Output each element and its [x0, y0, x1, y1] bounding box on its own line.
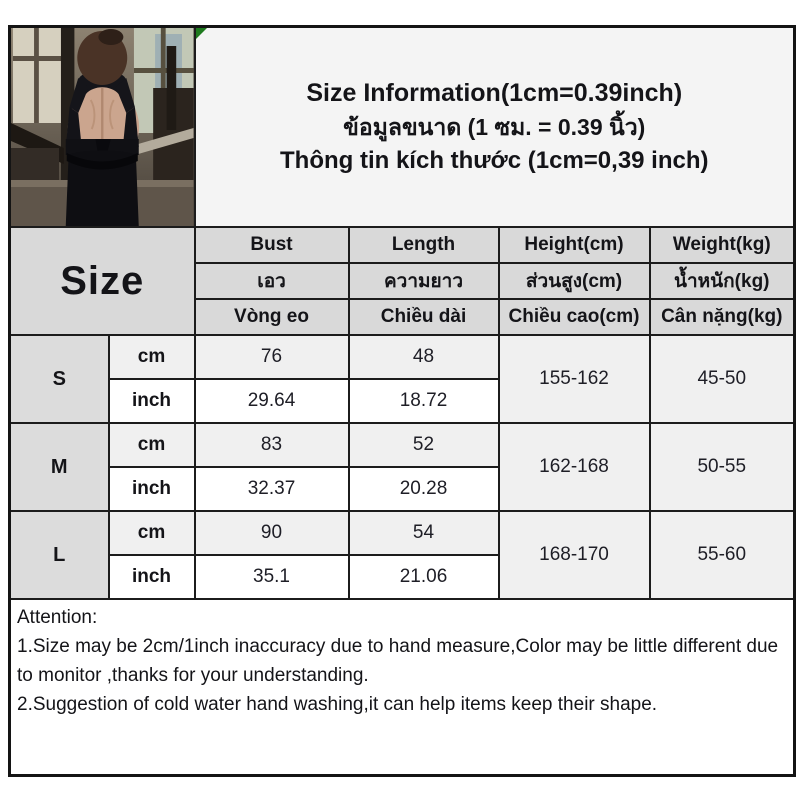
title-thai: ข้อมูลขนาด (1 ซม. = 0.39 นิ้ว) — [343, 114, 646, 140]
col-header-weight-th: น้ำหนัก(kg) — [648, 262, 796, 300]
attention-line-1: 1.Size may be 2cm/1inch inaccuracy due t… — [17, 636, 779, 686]
col-header-length-en: Length — [347, 226, 500, 264]
row-m-inch: inch 32.37 20.28 — [10, 466, 795, 512]
unit-label-inch: inch — [107, 554, 196, 600]
cell-l-height: 168-170 — [497, 510, 651, 600]
col-header-height-th: ส่วนสูง(cm) — [497, 262, 651, 300]
col-header-bust-vi: Vòng eo — [193, 298, 350, 336]
size-chart-sheet: Size Information(1cm=0.39inch) ข้อมูลขนา… — [8, 25, 797, 777]
green-corner-flag-icon — [196, 28, 207, 39]
attention-row: Attention: 1.Size may be 2cm/1inch inacc… — [8, 598, 796, 776]
col-header-bust-en: Bust — [193, 226, 350, 264]
model-photo — [11, 28, 193, 226]
unit-label-cm: cm — [107, 422, 196, 468]
row-s-cm: S cm 76 48 155-162 45-50 — [8, 334, 796, 424]
cell-s-bust-cm: 76 — [193, 334, 350, 380]
cell-m-weight: 50-55 — [648, 422, 796, 512]
cell-m-length-cm: 52 — [347, 422, 500, 468]
cell-s-height: 155-162 — [497, 334, 651, 424]
row-m-cm: M cm 83 52 162-168 50-55 — [8, 422, 796, 512]
header-row-english: Size Bust Length Height(cm) Weight(kg) — [8, 226, 796, 336]
row-l-cm: L cm 90 54 168-170 55-60 — [8, 510, 796, 600]
title-english: Size Information(1cm=0.39inch) — [306, 79, 683, 107]
row-l-inch: inch 35.1 21.06 — [10, 554, 795, 600]
col-header-bust-th: เอว — [193, 262, 350, 300]
size-info-title-cell: Size Information(1cm=0.39inch) ข้อมูลขนา… — [193, 25, 796, 228]
col-header-length-vi: Chiều dài — [347, 298, 500, 336]
cell-l-length-inch: 21.06 — [347, 554, 500, 600]
window-left — [12, 28, 65, 123]
product-photo-cell — [8, 25, 196, 228]
col-header-length-th: ความยาว — [347, 262, 500, 300]
size-label-s: S — [8, 334, 110, 424]
cell-s-weight: 45-50 — [648, 334, 796, 424]
cell-m-bust-cm: 83 — [193, 422, 350, 468]
col-header-weight-en: Weight(kg) — [648, 226, 796, 264]
cell-m-length-inch: 20.28 — [347, 466, 500, 512]
cell-s-bust-inch: 29.64 — [193, 378, 350, 424]
unit-label-inch: inch — [107, 466, 196, 512]
cell-s-length-inch: 18.72 — [347, 378, 500, 424]
cell-l-length-cm: 54 — [347, 510, 500, 556]
cell-l-bust-inch: 35.1 — [193, 554, 350, 600]
attention-heading: Attention: — [17, 607, 98, 628]
size-label-m: M — [8, 422, 110, 512]
cell-m-height: 162-168 — [497, 422, 651, 512]
unit-label-inch: inch — [107, 378, 196, 424]
cell-l-weight: 55-60 — [648, 510, 796, 600]
col-header-height-vi: Chiều cao(cm) — [497, 298, 651, 336]
size-header: Size — [8, 226, 196, 336]
col-header-weight-vi: Cân nặng(kg) — [648, 298, 796, 336]
header-row-thai: เอว ความยาว ส่วนสูง(cm) น้ำหนัก(kg) — [10, 262, 796, 300]
size-label-l: L — [8, 510, 110, 600]
size-chart-table: Size Information(1cm=0.39inch) ข้อมูลขนา… — [8, 25, 797, 777]
photo-title-row: Size Information(1cm=0.39inch) ข้อมูลขนา… — [8, 25, 796, 228]
attention-line-2: 2.Suggestion of cold water hand washing,… — [17, 694, 658, 715]
title-vietnamese: Thông tin kích thước (1cm=0,39 inch) — [280, 147, 709, 174]
cell-l-bust-cm: 90 — [193, 510, 350, 556]
cell-m-bust-inch: 32.37 — [193, 466, 350, 512]
col-header-height-en: Height(cm) — [497, 226, 651, 264]
header-row-vietnamese: Vòng eo Chiều dài Chiều cao(cm) Cân nặng… — [10, 298, 796, 336]
attention-cell: Attention: 1.Size may be 2cm/1inch inacc… — [8, 598, 796, 776]
row-s-inch: inch 29.64 18.72 — [10, 378, 795, 424]
cell-s-length-cm: 48 — [347, 334, 500, 380]
unit-label-cm: cm — [107, 510, 196, 556]
unit-label-cm: cm — [107, 334, 196, 380]
